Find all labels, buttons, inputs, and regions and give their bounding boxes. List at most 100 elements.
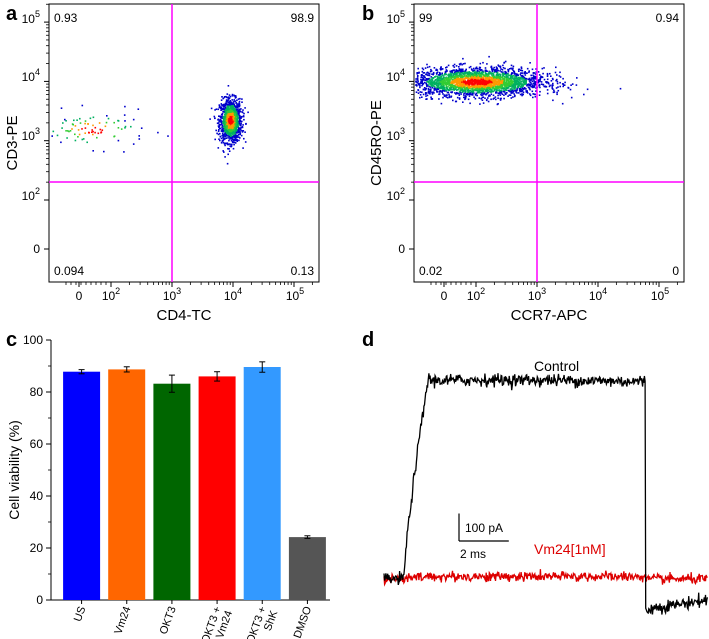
panel-b-plot-frame — [413, 3, 685, 283]
event-dot-800 — [237, 111, 239, 113]
event-dot-1191 — [440, 79, 442, 82]
event-dot-381 — [458, 98, 461, 100]
event-dot-2260 — [474, 85, 476, 88]
event-dot-1235 — [72, 123, 74, 126]
event-dot-1114 — [229, 109, 231, 112]
event-dot-2387 — [497, 69, 499, 72]
event-dot-2217 — [476, 77, 478, 80]
event-dot-1935 — [471, 85, 474, 87]
event-dot-98 — [505, 93, 507, 96]
event-dot-1053 — [229, 132, 232, 134]
event-dot-760 — [236, 140, 238, 142]
event-dot-2119 — [490, 78, 493, 80]
event-dot-915 — [503, 91, 506, 93]
event-dot-2301 — [510, 90, 513, 92]
event-dot-143 — [538, 94, 541, 96]
event-dot-1810 — [493, 70, 496, 72]
event-dot-483 — [421, 80, 423, 83]
event-dot-2242 — [510, 73, 513, 75]
event-dot-1107 — [512, 69, 514, 72]
y-tick-label-4: 80 — [30, 385, 44, 399]
event-dot-729 — [533, 81, 536, 83]
event-dot-2475 — [444, 82, 447, 84]
event-dot-2380 — [482, 93, 484, 96]
event-dot-1691 — [511, 84, 513, 86]
event-dot-2496 — [420, 78, 422, 81]
event-dot-754 — [233, 95, 236, 97]
event-dot-874 — [586, 88, 589, 91]
event-dot-2476 — [516, 81, 518, 83]
event-dot-1389 — [521, 74, 524, 77]
event-dot-2137 — [519, 93, 522, 96]
event-dot-1255 — [138, 138, 141, 140]
event-dot-1657 — [431, 86, 434, 89]
event-dot-574 — [461, 91, 464, 94]
event-dot-122 — [217, 108, 219, 111]
event-dot-2323 — [457, 92, 459, 95]
event-dot-2008 — [520, 76, 523, 79]
event-dot-2327 — [503, 81, 505, 83]
event-dot-1202 — [132, 143, 135, 145]
event-dot-1180 — [228, 122, 231, 125]
bar-1 — [108, 369, 146, 600]
event-dot-1226 — [516, 78, 519, 80]
panel-a-x-label: CD4-TC — [157, 307, 212, 324]
event-dot-672 — [546, 89, 549, 91]
event-dot-2430 — [439, 83, 442, 86]
event-dot-2441 — [481, 91, 483, 93]
event-dot-1806 — [505, 85, 508, 88]
event-dot-1118 — [234, 130, 236, 132]
event-dot-1025 — [227, 147, 229, 150]
event-dot-1268 — [521, 77, 524, 79]
event-dot-2094 — [435, 75, 437, 78]
y-tick-label-3: 60 — [30, 437, 44, 451]
event-dot-2228 — [480, 75, 483, 78]
event-dot-1259 — [81, 104, 84, 107]
event-dot-2340 — [431, 98, 433, 100]
event-dot-2371 — [425, 93, 427, 95]
event-dot-2331 — [489, 72, 491, 75]
event-dot-2453 — [443, 86, 446, 89]
event-dot-2403 — [443, 82, 446, 85]
event-dot-2191 — [482, 83, 485, 85]
event-dot-561 — [233, 143, 235, 146]
event-dot-1609 — [508, 74, 510, 77]
event-dot-1147 — [227, 108, 230, 111]
event-dot-2082 — [464, 90, 467, 93]
event-dot-922 — [453, 66, 456, 68]
event-dot-1035 — [481, 72, 483, 74]
event-dot-206 — [476, 92, 479, 94]
event-dot-1767 — [430, 88, 432, 90]
event-dot-2102 — [500, 82, 502, 85]
event-dot-1049 — [527, 86, 530, 88]
event-dot-2351 — [503, 77, 506, 80]
panel-a-y-tick-marks — [44, 3, 49, 250]
event-dot-113 — [240, 122, 242, 124]
event-dot-1976 — [461, 81, 464, 84]
event-dot-2284 — [445, 69, 448, 71]
event-dot-1240 — [124, 125, 127, 128]
event-dot-1003 — [504, 75, 506, 78]
event-dot-1398 — [455, 89, 458, 91]
event-dot-929 — [225, 119, 228, 121]
event-dot-2298 — [470, 93, 473, 96]
event-dot-536 — [225, 95, 227, 98]
event-dot-896 — [225, 116, 227, 119]
event-dot-810 — [225, 115, 227, 117]
event-dot-1861 — [515, 73, 517, 75]
event-dot-1842 — [535, 71, 537, 73]
event-dot-2444 — [449, 82, 451, 84]
event-dot-841 — [218, 105, 221, 107]
event-dot-1051 — [227, 137, 229, 139]
event-dot-252 — [524, 77, 526, 80]
event-dot-2373 — [535, 68, 537, 70]
event-dot-1062 — [231, 127, 234, 130]
event-dot-1790 — [499, 77, 502, 79]
event-dot-2184 — [441, 84, 443, 86]
event-dot-385 — [422, 83, 424, 86]
event-dot-2481 — [450, 82, 452, 84]
event-dot-2234 — [440, 86, 442, 88]
event-dot-1854 — [464, 72, 466, 74]
event-dot-1170 — [238, 112, 240, 115]
event-dot-2015 — [462, 101, 464, 103]
